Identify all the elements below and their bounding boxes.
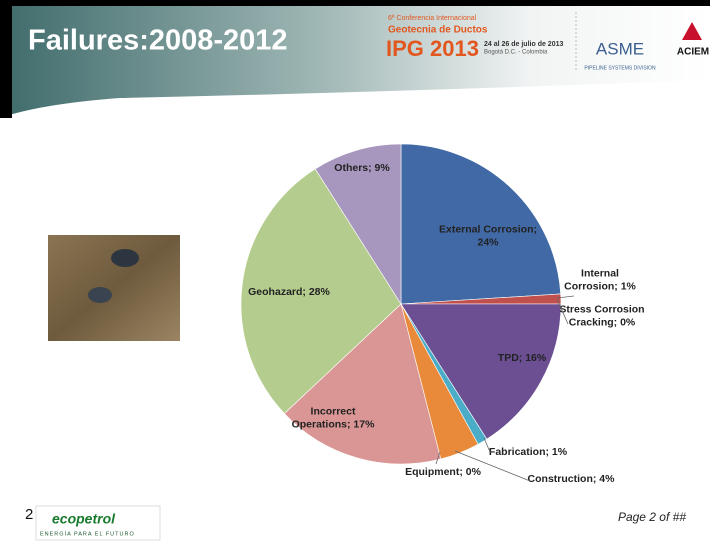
leader-line (556, 298, 569, 325)
pie-slice (283, 303, 442, 465)
conference-line: 6ª Conferencia Internacional (388, 15, 477, 22)
pie-slice (400, 303, 562, 440)
data-label: External Corrosion; (439, 223, 537, 235)
data-label: Stress Corrosion (559, 303, 644, 315)
conference-logo: IPG 2013 (386, 36, 479, 61)
slide-title: Failures:2008-2012 (28, 25, 288, 57)
data-label: 24% (477, 236, 499, 248)
data-label: Corrosion; 1% (564, 280, 636, 292)
conference-line: Geotecnia de Ductos (388, 25, 488, 36)
data-label: Geohazard; 28% (248, 286, 330, 298)
data-label: Incorrect (311, 405, 356, 417)
data-label: TPD; 16% (498, 352, 547, 364)
leader-line (454, 450, 531, 482)
data-label: Fabrication; 1% (489, 446, 568, 458)
pie-slice (314, 143, 402, 306)
data-label: Equipment; 0% (405, 466, 482, 478)
ecopetrol-logo: ecopetrol (52, 511, 116, 527)
leader-line (483, 437, 491, 453)
top-edge (0, 0, 710, 6)
data-label: Operations; 17% (292, 418, 376, 430)
aciem-logo: ACIEM (677, 47, 709, 58)
photo (48, 235, 180, 341)
pie-slice (400, 143, 562, 305)
page-number: Page 2 of ## (618, 510, 686, 524)
data-label: Internal (581, 267, 619, 279)
logo-box (35, 505, 161, 541)
left-edge (0, 0, 12, 118)
dates: 24 al 26 de julio de 2013 (484, 41, 563, 48)
aciem-icon (682, 22, 702, 40)
pie-slice (240, 168, 402, 414)
photo-detail (111, 249, 139, 267)
pie-chart (240, 143, 562, 465)
data-label: Construction; 4% (528, 473, 616, 485)
photo-detail (88, 287, 112, 303)
slide-number: 2 (25, 506, 33, 523)
data-label: Cracking; 0% (569, 316, 636, 328)
ecopetrol-tagline: ENERGÍA PARA EL FUTURO (40, 530, 135, 537)
leader-line (556, 295, 575, 299)
asme-division: PIPELINE SYSTEMS DIVISION (584, 65, 656, 71)
location: Bogotá D.C. - Colombia (484, 50, 548, 56)
leader-line (435, 451, 441, 465)
asme-logo: ASME (596, 39, 644, 58)
header-band (0, 0, 710, 118)
data-label: Others; 9% (334, 162, 390, 174)
